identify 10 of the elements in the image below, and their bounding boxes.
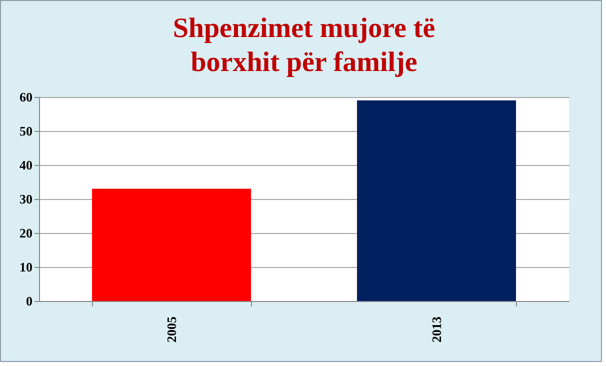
y-tick-label: 30 <box>20 192 32 206</box>
y-tick-label: 10 <box>20 260 32 274</box>
x-tick-label: 2005 <box>164 316 179 342</box>
y-tick-label: 0 <box>26 294 32 308</box>
y-tick-label: 60 <box>20 90 32 104</box>
chart-title: Shpenzimet mujore të borxhit për familje <box>172 13 436 78</box>
y-tick-label: 40 <box>20 158 32 172</box>
x-tick-label: 2013 <box>429 316 444 342</box>
y-tick-label: 50 <box>20 124 32 138</box>
y-tick-label: 20 <box>20 226 32 240</box>
